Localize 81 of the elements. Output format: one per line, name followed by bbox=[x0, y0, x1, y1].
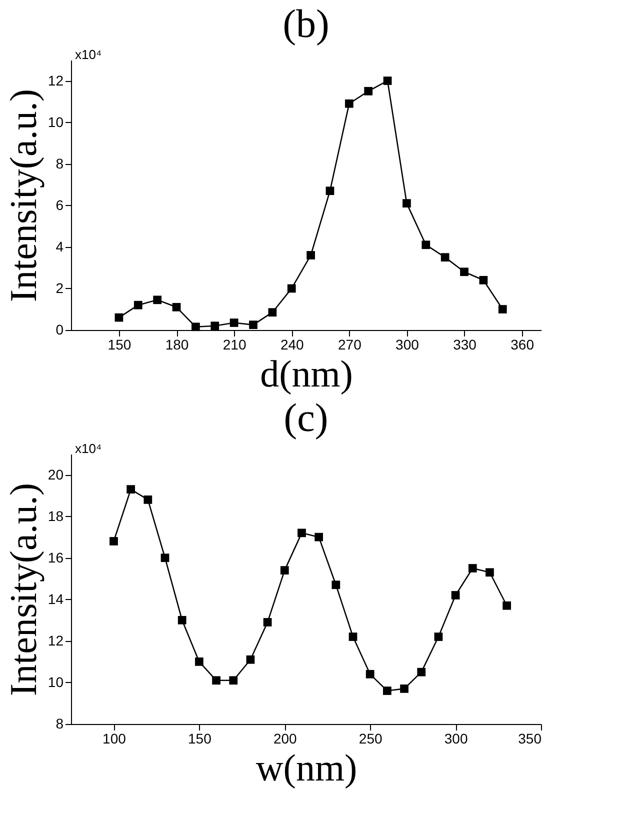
x-tick-label: 200 bbox=[273, 730, 298, 746]
point bbox=[246, 655, 255, 664]
x-tick-label: 360 bbox=[510, 336, 534, 352]
point bbox=[502, 601, 511, 610]
point bbox=[486, 568, 494, 577]
y-tick-label: 10 bbox=[48, 114, 64, 130]
y-tick-label: 0 bbox=[56, 322, 64, 338]
point bbox=[326, 186, 334, 196]
point bbox=[230, 318, 238, 327]
point bbox=[364, 86, 373, 96]
x-tick-label: 100 bbox=[102, 730, 126, 746]
chart-title: (b) bbox=[282, 1, 330, 46]
point bbox=[178, 616, 186, 624]
point bbox=[172, 302, 181, 312]
x-axis-title: w(nm) bbox=[256, 748, 358, 790]
point bbox=[451, 591, 460, 600]
y-axis-title: Intensity(a.u.) bbox=[2, 88, 45, 302]
x-tick-label: 150 bbox=[108, 336, 132, 352]
point bbox=[498, 305, 507, 314]
y-tick-label: 10 bbox=[48, 674, 64, 690]
point bbox=[160, 554, 170, 562]
chart-title: (c) bbox=[284, 395, 328, 440]
point bbox=[332, 580, 340, 590]
y-tick-label: 12 bbox=[48, 632, 64, 648]
x-tick-label: 350 bbox=[518, 730, 542, 746]
point bbox=[195, 658, 204, 666]
x-tick-label: 330 bbox=[453, 336, 477, 352]
y-tick-label: 16 bbox=[48, 549, 64, 566]
point bbox=[400, 684, 408, 693]
x-tick-label: 300 bbox=[396, 336, 420, 352]
y-tick-label: 8 bbox=[56, 155, 64, 172]
point bbox=[434, 632, 443, 641]
y-tick-label: 8 bbox=[56, 716, 64, 732]
annotation: x10⁴ bbox=[75, 441, 102, 456]
y-tick-label: 6 bbox=[56, 196, 64, 213]
point bbox=[114, 313, 124, 322]
point bbox=[422, 240, 430, 250]
x-tick-label: 300 bbox=[444, 730, 468, 746]
point bbox=[134, 300, 142, 310]
point bbox=[366, 670, 374, 678]
point bbox=[263, 618, 272, 626]
point bbox=[479, 276, 488, 284]
x-tick-label: 240 bbox=[280, 336, 304, 352]
point bbox=[144, 496, 152, 504]
x-axis-title: d(nm) bbox=[260, 354, 353, 396]
point bbox=[460, 268, 468, 276]
point bbox=[126, 485, 135, 494]
point bbox=[192, 322, 200, 332]
annotation: x10⁴ bbox=[75, 47, 102, 62]
y-tick-label: 20 bbox=[48, 466, 64, 482]
point bbox=[306, 251, 315, 260]
point bbox=[229, 676, 238, 685]
point bbox=[287, 284, 296, 293]
y-axis-title: Intensity(a.u.) bbox=[2, 482, 45, 696]
x-tick-label: 270 bbox=[338, 336, 362, 352]
point bbox=[212, 676, 220, 685]
point bbox=[268, 308, 277, 317]
point bbox=[402, 199, 411, 208]
point bbox=[210, 322, 220, 330]
point bbox=[314, 532, 323, 542]
x-tick-label: 150 bbox=[188, 730, 212, 746]
point bbox=[348, 632, 358, 641]
point bbox=[468, 564, 477, 572]
y-tick-label: 14 bbox=[48, 590, 64, 607]
point bbox=[440, 253, 450, 262]
x-tick-label: 250 bbox=[358, 730, 382, 746]
point bbox=[280, 566, 289, 574]
point bbox=[110, 537, 118, 546]
y-tick-label: 18 bbox=[48, 508, 64, 524]
point bbox=[249, 320, 258, 329]
point bbox=[298, 528, 306, 538]
x-tick-label: 210 bbox=[222, 336, 246, 352]
x-tick-label: 180 bbox=[165, 336, 189, 352]
point bbox=[344, 99, 354, 108]
y-tick-label: 2 bbox=[56, 280, 64, 296]
point bbox=[153, 296, 162, 304]
point bbox=[383, 76, 392, 85]
point bbox=[417, 668, 426, 676]
y-tick-label: 4 bbox=[56, 238, 64, 254]
y-tick-label: 12 bbox=[48, 72, 64, 88]
point bbox=[383, 686, 392, 695]
